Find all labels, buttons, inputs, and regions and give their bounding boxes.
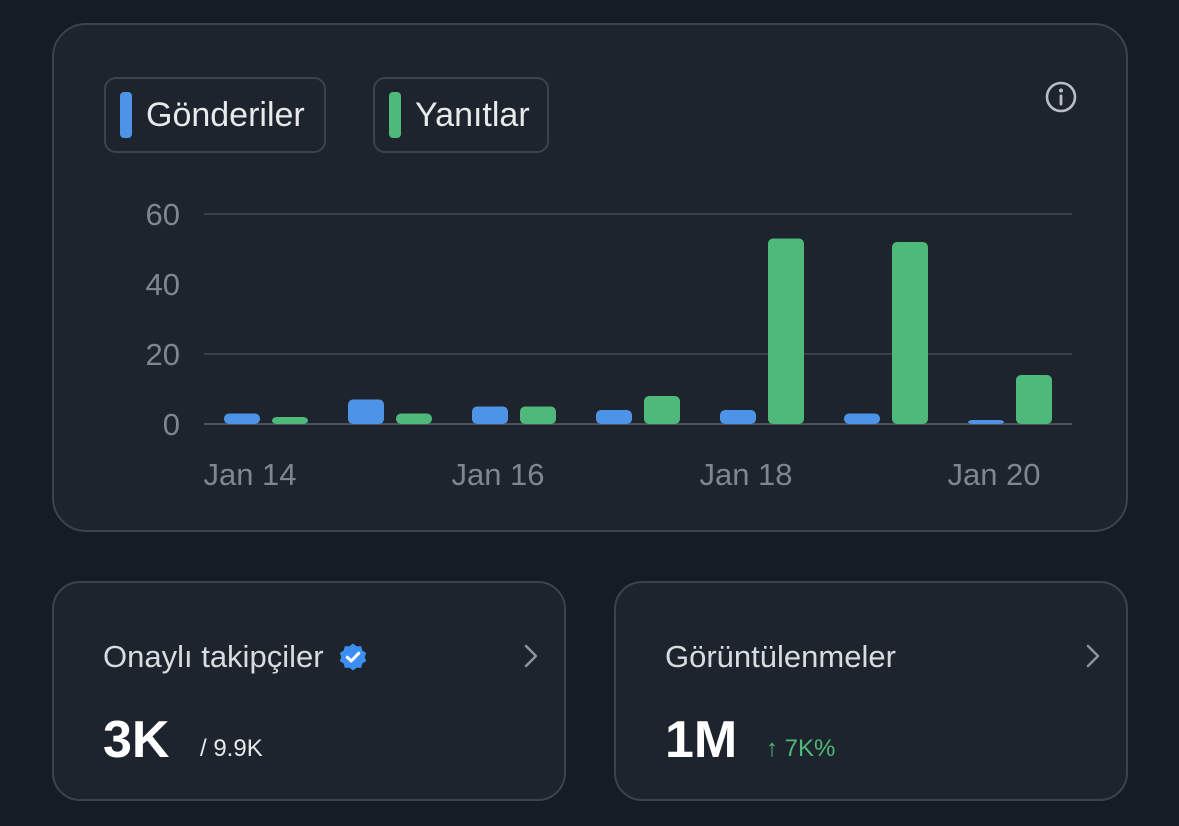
posts-bar-jan-18[interactable]	[720, 410, 756, 424]
y-tick-label: 60	[146, 197, 180, 232]
replies-bar-jan-14[interactable]	[272, 417, 308, 424]
posts-bar-jan-16[interactable]	[472, 406, 508, 425]
x-tick-label: Jan 16	[451, 457, 544, 492]
views-title-row: Görüntülenmeler	[665, 639, 896, 675]
legend-posts-label: Gönderiler	[146, 95, 305, 134]
replies-bar-jan-19[interactable]	[892, 242, 928, 424]
legend-replies-label: Yanıtlar	[415, 95, 530, 134]
views-title: Görüntülenmeler	[665, 639, 896, 674]
x-tick-label: Jan 20	[947, 457, 1040, 492]
followers-title: Onaylı takipçiler	[103, 639, 324, 674]
followers-value: 3K	[103, 711, 170, 769]
info-icon[interactable]	[1044, 80, 1078, 114]
replies-bar-jan-16[interactable]	[520, 406, 556, 425]
x-tick-label: Jan 18	[699, 457, 792, 492]
followers-total: / 9.9K	[200, 735, 263, 762]
replies-bar-jan-20[interactable]	[1016, 375, 1052, 424]
y-tick-label: 40	[146, 267, 180, 302]
verified-followers-card[interactable]: Onaylı takipçiler 3K / 9.9K	[52, 581, 566, 801]
posts-bar-jan-19[interactable]	[844, 413, 880, 425]
posts-bar-jan-15[interactable]	[348, 399, 384, 425]
replies-bar-jan-17[interactable]	[644, 396, 680, 424]
y-tick-label: 20	[146, 337, 180, 372]
views-change: ↑ 7K%	[766, 735, 836, 762]
posts-bar-jan-14[interactable]	[224, 413, 260, 425]
chart-card: Gönderiler Yanıtlar 0 20 40 60 Jan 14 Jan 16 J…	[52, 23, 1128, 532]
bar-chart: 0 20 40 60 Jan 14 Jan 16 Jan 18 Jan 20	[146, 197, 1072, 492]
y-tick-label: 0	[163, 407, 180, 442]
followers-title-row: Onaylı takipçiler	[103, 639, 368, 675]
verified-badge-icon	[339, 643, 366, 671]
legend-posts-toggle[interactable]: Gönderiler	[104, 77, 326, 153]
posts-bar-jan-17[interactable]	[596, 410, 632, 424]
posts-swatch	[120, 92, 132, 138]
replies-bar-jan-15[interactable]	[396, 413, 432, 425]
legend-replies-toggle[interactable]: Yanıtlar	[373, 77, 549, 153]
chevron-right-icon[interactable]	[520, 641, 542, 671]
impressions-card[interactable]: Görüntülenmeler 1M ↑ 7K%	[614, 581, 1128, 801]
chevron-right-icon[interactable]	[1082, 641, 1104, 671]
posts-bar-jan-20[interactable]	[968, 420, 1004, 424]
replies-bar-jan-18[interactable]	[768, 238, 804, 425]
replies-swatch	[389, 92, 401, 138]
views-value: 1M	[665, 711, 738, 769]
x-tick-label: Jan 14	[203, 457, 296, 492]
